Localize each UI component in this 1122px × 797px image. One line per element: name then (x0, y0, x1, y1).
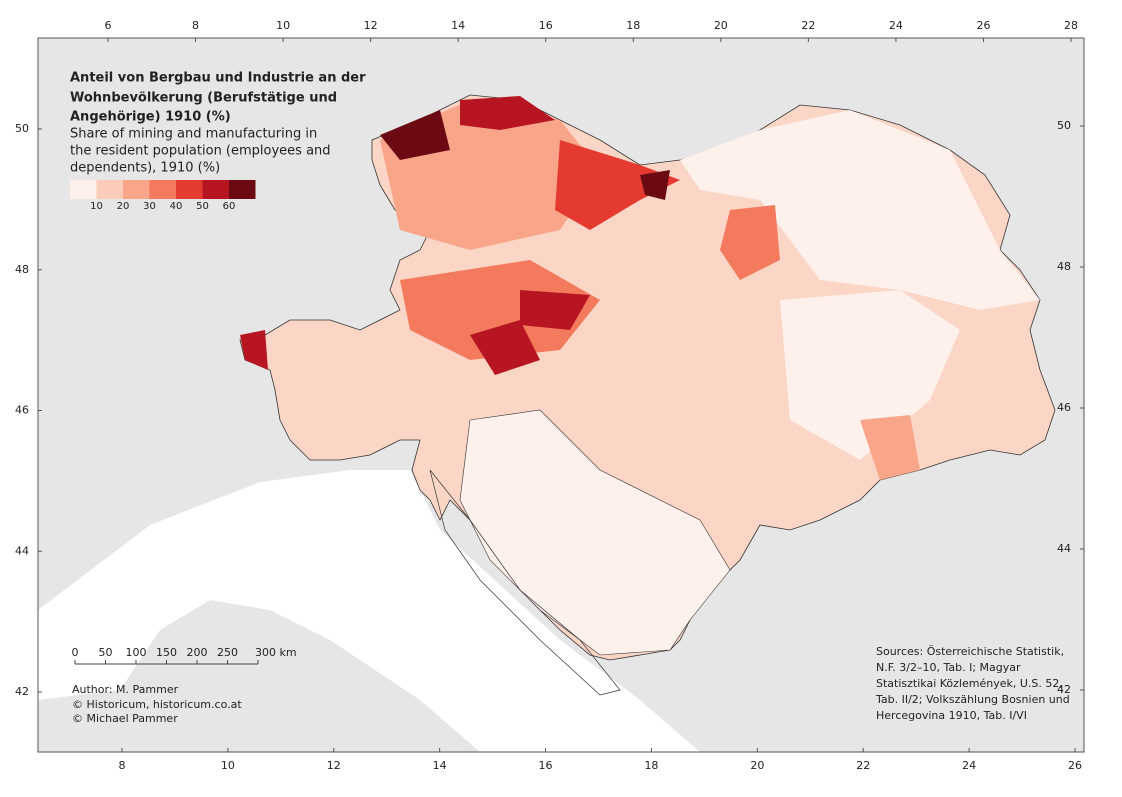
tick-label: 24 (962, 759, 976, 772)
legend-swatch (202, 180, 229, 199)
title-de: Wohnbevölkerung (Berufstätige und (70, 91, 337, 106)
map-frame (37, 37, 1085, 753)
tick-label: 18 (644, 759, 658, 772)
scale-label: 300 km (255, 646, 297, 659)
scale-label: 250 (217, 646, 238, 659)
legend-swatch (149, 180, 176, 199)
legend-swatch (123, 180, 150, 199)
legend-label: 30 (143, 201, 156, 212)
tick-label: 48 (15, 263, 29, 276)
transylvania-region (780, 290, 960, 460)
tick-label: 46 (1057, 401, 1071, 414)
tick-label: 28 (1064, 19, 1078, 32)
legend-label: 60 (223, 201, 236, 212)
tick-label: 46 (15, 404, 29, 417)
tick-label: 6 (105, 19, 112, 32)
sources: Statisztikai Közlemények, U.S. 52, (876, 677, 1063, 690)
title-de: Angehörige) 1910 (%) (70, 110, 231, 125)
tick-label: 8 (119, 759, 126, 772)
scale-label: 0 (72, 646, 79, 659)
title-en: dependents), 1910 (%) (70, 161, 220, 176)
styria (470, 320, 540, 375)
legend-swatch (96, 180, 123, 199)
scale-label: 150 (156, 646, 177, 659)
legend-swatch (229, 180, 256, 199)
scale-label: 50 (99, 646, 113, 659)
title-en: the resident population (employees and (70, 144, 331, 159)
tick-label: 14 (451, 19, 465, 32)
bohemia-north (460, 96, 555, 130)
galicia (680, 110, 1040, 310)
moravia-silesia (555, 140, 680, 230)
tick-label: 26 (1068, 759, 1082, 772)
tick-label: 20 (750, 759, 764, 772)
legend-swatch (176, 180, 203, 199)
tick-label: 14 (433, 759, 447, 772)
bohemia-north-west (380, 110, 450, 160)
tick-label: 48 (1057, 260, 1071, 273)
sea (38, 470, 700, 752)
ostrava (640, 170, 670, 200)
banat (860, 415, 920, 480)
tick-label: 24 (889, 19, 903, 32)
legend-swatch (70, 180, 97, 199)
author: © Michael Pammer (72, 712, 178, 725)
author: © Historicum, historicum.co.at (72, 698, 242, 711)
tick-label: 42 (15, 685, 29, 698)
tick-label: 44 (15, 544, 29, 557)
tick-label: 50 (15, 122, 29, 135)
bosnia-croatia (459, 409, 731, 656)
tick-label: 22 (801, 19, 815, 32)
sources: Sources: Österreichische Statistik, (876, 645, 1064, 658)
title-en: Share of mining and manufacturing in (70, 127, 317, 142)
sources: Tab. II/2; Volkszählung Bosnien und (875, 693, 1070, 706)
dalmatian-coast (429, 469, 621, 696)
tick-label: 12 (327, 759, 341, 772)
vienna-basin (520, 290, 590, 330)
tick-label: 10 (221, 759, 235, 772)
tick-label: 26 (976, 19, 990, 32)
tick-label: 22 (856, 759, 870, 772)
tick-label: 16 (539, 759, 553, 772)
upper-hungary (720, 205, 780, 280)
tick-label: 20 (714, 19, 728, 32)
sources: N.F. 3/2–10, Tab. I; Magyar (876, 661, 1021, 674)
tick-label: 10 (276, 19, 290, 32)
austria-core (400, 260, 600, 360)
scale-label: 200 (187, 646, 208, 659)
tick-label: 42 (1057, 683, 1071, 696)
tick-label: 16 (539, 19, 553, 32)
scale-label: 100 (126, 646, 147, 659)
author: Author: M. Pammer (72, 683, 179, 696)
legend-label: 20 (117, 201, 130, 212)
legend-label: 40 (170, 201, 183, 212)
sources: Hercegovina 1910, Tab. I/VI (876, 709, 1027, 722)
legend-label: 50 (196, 201, 209, 212)
tick-label: 44 (1057, 542, 1071, 555)
legend-label: 10 (90, 201, 103, 212)
tick-label: 50 (1057, 119, 1071, 132)
vorarlberg (240, 330, 268, 370)
tick-label: 8 (192, 19, 199, 32)
tick-label: 18 (626, 19, 640, 32)
tick-label: 12 (364, 19, 378, 32)
title-de: Anteil von Bergbau und Industrie an der (70, 71, 366, 86)
